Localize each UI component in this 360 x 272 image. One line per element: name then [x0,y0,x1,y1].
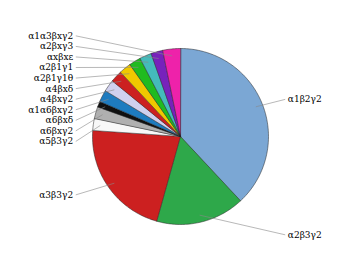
svg-text:αxβxε: αxβxε [47,52,73,62]
svg-text:α4βxδ: α4βxδ [46,84,74,94]
svg-text:α1α6βxγ2: α1α6βxγ2 [28,105,73,115]
svg-text:α2βxγ3: α2βxγ3 [40,41,73,51]
svg-text:α1α3βxγ2: α1α3βxγ2 [28,31,73,41]
svg-text:α5β3γ2: α5β3γ2 [39,136,73,146]
svg-text:α3β3γ2: α3β3γ2 [39,190,73,200]
svg-text:α2β3γ2: α2β3γ2 [288,230,322,240]
svg-text:α6βxδ: α6βxδ [46,115,74,125]
svg-text:α2β1γ1: α2β1γ1 [39,62,73,72]
svg-text:α1β2γ2: α1β2γ2 [288,94,322,104]
svg-text:α6βxγ2: α6βxγ2 [40,126,73,136]
svg-text:α2β1γ1θ: α2β1γ1θ [34,73,73,83]
svg-text:α4βxγ2: α4βxγ2 [40,94,73,104]
